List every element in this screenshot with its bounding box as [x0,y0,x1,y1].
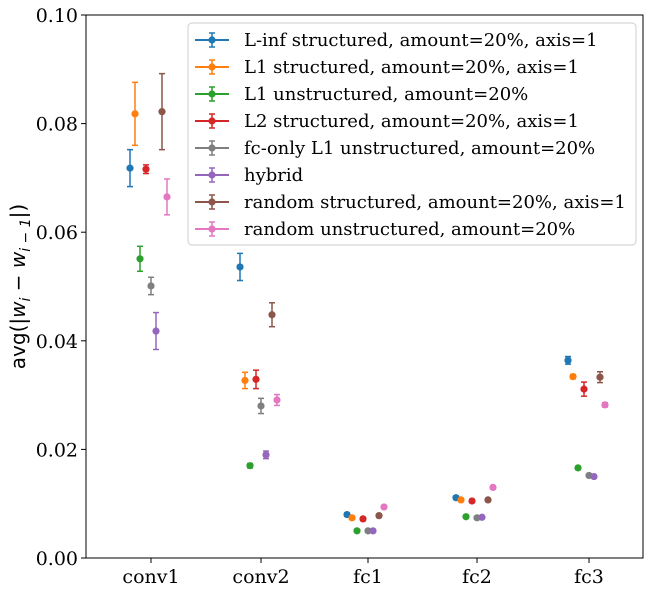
data-point [478,513,486,521]
data-point [574,464,582,472]
data-marks [126,72,609,535]
legend-entry: L1 structured, amount=20%, axis=1 [195,57,579,78]
legend-marker [208,144,216,152]
data-point [241,376,249,385]
data-point [462,513,470,521]
data-point [359,515,367,523]
legend-label: random structured, amount=20%, axis=1 [244,192,626,213]
y-tick-label: 0.10 [36,5,78,27]
data-point [484,496,492,504]
data-point [246,462,254,470]
data-point [252,375,260,383]
data-point [348,514,356,522]
x-tick-label: fc2 [462,566,492,588]
data-point [468,497,476,505]
x-tick-label: fc3 [574,566,604,588]
data-point [601,401,609,409]
legend-label: L-inf structured, amount=20%, axis=1 [244,30,598,51]
data-point [152,327,160,335]
legend-marker [208,171,216,179]
legend-label: L1 unstructured, amount=20% [244,84,528,105]
series-5 [152,311,598,535]
legend-entry: L-inf structured, amount=20%, axis=1 [195,30,598,51]
data-point [380,503,388,511]
legend-entry: fc-only L1 unstructured, amount=20% [195,138,595,159]
x-tick-label: conv2 [232,566,289,588]
data-point [147,282,155,290]
series-3 [142,164,588,523]
x-tick-label: conv1 [122,566,179,588]
data-point [136,255,144,263]
legend-marker [208,117,216,125]
series-0 [126,148,572,519]
series-1 [131,81,577,522]
series-2 [136,245,582,535]
legend-entry: random structured, amount=20%, axis=1 [195,192,626,213]
data-point [131,110,139,118]
legend-entry: random unstructured, amount=20% [195,219,575,240]
legend-label: L2 structured, amount=20%, axis=1 [244,111,579,132]
data-point [596,373,604,381]
data-point [257,402,265,410]
data-point [569,373,577,381]
data-point [369,527,377,535]
data-point [564,356,572,364]
y-axis-label: avg(|wi − wi − 1|) [6,204,34,369]
data-point [590,472,598,481]
y-tick-label: 0.08 [36,114,78,136]
data-point [580,385,588,393]
y-tick-label: 0.04 [36,331,78,353]
legend-entry: hybrid [195,165,303,186]
data-point [262,451,270,459]
legend-label: random unstructured, amount=20% [244,219,575,240]
x-tick-label: fc1 [353,566,383,588]
data-point [126,164,134,172]
legend-marker [208,36,216,44]
data-point [236,263,244,271]
series-7 [163,178,609,511]
data-point [375,512,383,520]
data-point [457,496,465,504]
data-point [273,396,281,404]
y-tick-label: 0.06 [36,222,78,244]
data-point [489,483,497,492]
legend-label: L1 structured, amount=20%, axis=1 [244,57,579,78]
y-tick-label: 0.02 [36,439,78,461]
data-point [158,108,166,116]
legend: L-inf structured, amount=20%, axis=1 L1 s… [187,22,637,246]
data-point [353,527,361,535]
legend-box [187,22,637,246]
legend-marker [208,225,216,233]
data-point [268,311,276,319]
legend-entry: L2 structured, amount=20%, axis=1 [195,111,579,132]
data-point [364,527,372,535]
data-point [163,193,171,201]
legend-marker [208,90,216,98]
legend-entry: L1 unstructured, amount=20% [195,84,528,105]
series-6 [158,72,604,520]
axes: conv1 conv2 fc1 fc2 fc3 0.00 0.02 0.04 0.06 0.08 0… [6,5,644,588]
plot-frame [85,14,644,559]
legend-label: fc-only L1 unstructured, amount=20% [244,138,595,159]
legend-marker [208,198,216,206]
legend-marker [208,63,216,71]
y-tick-label: 0.00 [36,548,78,570]
legend-label: hybrid [244,165,303,186]
data-point [142,165,150,173]
